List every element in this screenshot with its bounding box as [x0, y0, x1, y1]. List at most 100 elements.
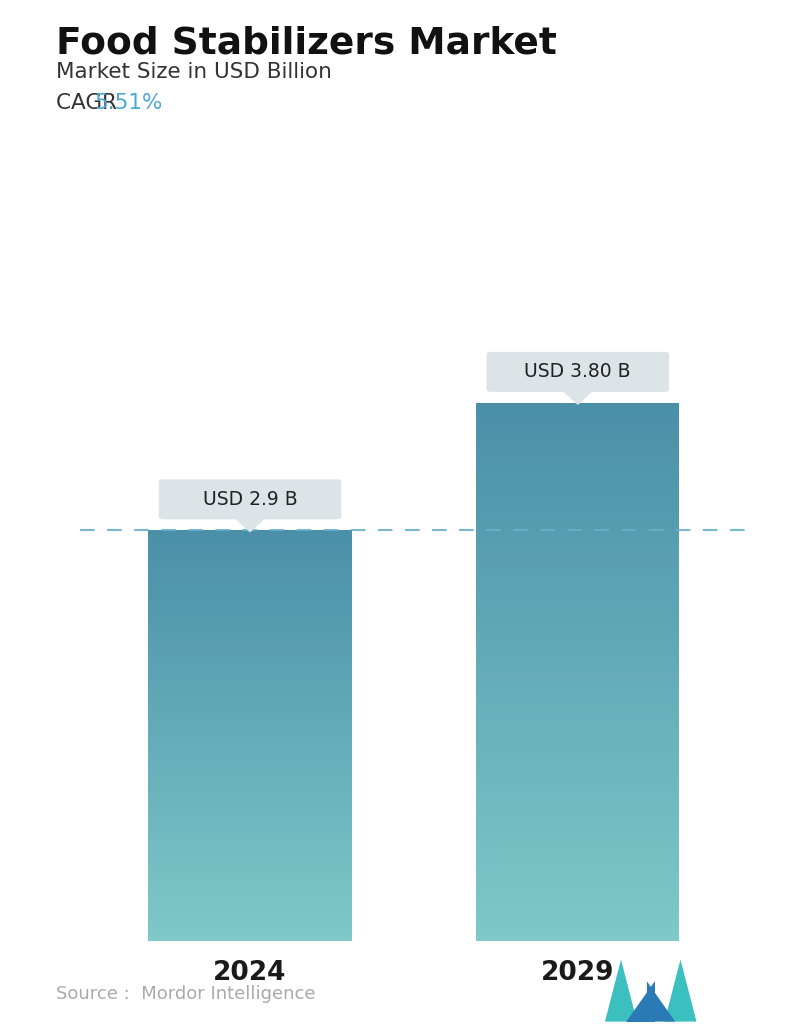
Bar [148, 909, 352, 911]
Bar [476, 926, 680, 929]
Bar [148, 603, 352, 604]
Bar [476, 602, 680, 604]
Bar [148, 600, 352, 602]
Bar [476, 862, 680, 863]
Bar [148, 703, 352, 704]
Bar [476, 627, 680, 629]
Bar [148, 815, 352, 817]
Bar [148, 848, 352, 849]
Bar [148, 874, 352, 875]
Bar [476, 720, 680, 722]
Bar [148, 858, 352, 860]
Bar [476, 804, 680, 807]
Bar [148, 865, 352, 868]
Bar [476, 650, 680, 652]
Bar [148, 864, 352, 865]
Bar [476, 571, 680, 573]
Bar [148, 536, 352, 537]
Bar [148, 862, 352, 864]
Bar [476, 639, 680, 641]
Bar [148, 733, 352, 734]
Bar [148, 696, 352, 697]
Bar [148, 678, 352, 679]
Bar [476, 436, 680, 438]
Bar [148, 937, 352, 938]
Bar [476, 480, 680, 482]
Bar [148, 860, 352, 861]
Bar [148, 814, 352, 815]
Bar [476, 702, 680, 704]
Text: USD 3.80 B: USD 3.80 B [525, 362, 631, 382]
Bar [148, 735, 352, 737]
Bar [148, 893, 352, 894]
Bar [476, 477, 680, 478]
Bar [476, 740, 680, 741]
Bar [476, 473, 680, 475]
Bar [476, 514, 680, 516]
Bar [148, 625, 352, 626]
Bar [476, 690, 680, 692]
Bar [148, 940, 352, 941]
Bar [148, 633, 352, 634]
Bar [148, 713, 352, 716]
Bar [476, 565, 680, 566]
Bar [148, 693, 352, 695]
Bar [476, 774, 680, 776]
Bar [148, 705, 352, 707]
Bar [148, 822, 352, 823]
Bar [148, 763, 352, 764]
Bar [476, 682, 680, 685]
Bar [148, 927, 352, 929]
Bar [148, 801, 352, 802]
Bar [476, 919, 680, 921]
Bar [148, 776, 352, 777]
Bar [148, 869, 352, 870]
Bar [476, 711, 680, 713]
Bar [476, 455, 680, 457]
Bar [148, 805, 352, 807]
Bar [148, 741, 352, 742]
Bar [148, 802, 352, 804]
Bar [476, 824, 680, 826]
Bar [148, 905, 352, 907]
Bar [476, 417, 680, 419]
Bar [476, 423, 680, 424]
Bar [148, 839, 352, 840]
Bar [148, 725, 352, 726]
Bar [476, 421, 680, 423]
Bar [148, 604, 352, 606]
Polygon shape [605, 960, 637, 1022]
Bar [476, 646, 680, 648]
Bar [476, 714, 680, 717]
Bar [476, 534, 680, 536]
Bar [148, 808, 352, 810]
Bar [476, 815, 680, 817]
Bar [148, 586, 352, 587]
Bar [476, 923, 680, 924]
Bar [476, 512, 680, 514]
Bar [476, 756, 680, 758]
Bar [476, 419, 680, 421]
Bar [148, 704, 352, 705]
Bar [148, 877, 352, 878]
Bar [476, 761, 680, 763]
Bar [148, 714, 352, 717]
Bar [148, 567, 352, 569]
Bar [476, 496, 680, 498]
Bar [148, 662, 352, 663]
Bar [476, 612, 680, 614]
Bar [476, 597, 680, 599]
Bar [476, 768, 680, 770]
Bar [476, 916, 680, 917]
Bar [476, 446, 680, 448]
Bar [476, 638, 680, 640]
Bar [148, 886, 352, 887]
Bar [148, 541, 352, 543]
Bar [148, 782, 352, 784]
Bar [148, 533, 352, 535]
Bar [148, 609, 352, 611]
Bar [148, 761, 352, 763]
Bar [148, 765, 352, 767]
Bar [476, 618, 680, 619]
Bar [476, 660, 680, 661]
